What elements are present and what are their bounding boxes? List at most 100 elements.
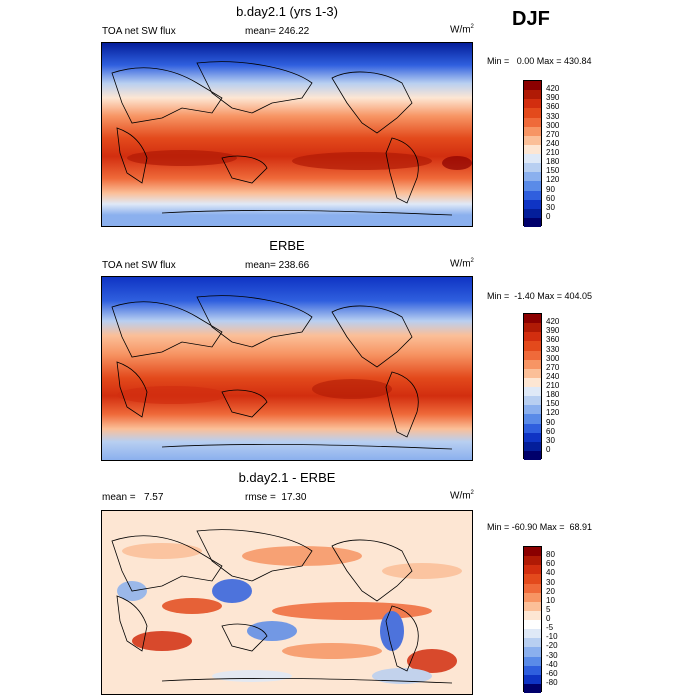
panel-1-minmax: Min = 0.00 Max = 430.84 [487,56,592,66]
season-label: DJF [512,8,550,30]
panel-2-minmax: Min = -1.40 Max = 404.05 [487,291,593,301]
colorbar-tick-label: 420 [546,317,560,327]
colorbar-swatch [524,359,541,369]
colorbar-tick-label: 120 [546,408,560,418]
colorbar-swatch [524,414,541,424]
colorbar-tick-label: -20 [546,641,558,651]
panel-3-map-graphic [102,511,472,694]
colorbar-tick-label: 60 [546,193,555,203]
colorbar-swatch [524,368,541,378]
panel-1-mean-label: mean= 246.22 [245,26,310,37]
colorbar-tick-label: 120 [546,175,560,185]
colorbar-tick-label: 40 [546,568,555,578]
colorbar-tick-label: 210 [546,148,560,157]
colorbar-tick-label: 60 [546,426,555,436]
colorbar-tick-label: -10 [546,632,558,642]
panel-1-map [101,42,473,227]
colorbar-swatch [524,99,541,109]
colorbar-tick-label: 90 [546,417,555,427]
colorbar-tick-label: 360 [546,102,560,112]
colorbar-swatch [524,117,541,127]
colorbar-swatch [524,656,541,666]
panel-2-mean-label: mean= 238.66 [245,260,310,271]
colorbar-tick-label: 0 [546,614,551,623]
panel-2-title: ERBE [269,238,305,253]
colorbar-swatch [524,314,541,324]
colorbar-swatch [524,574,541,584]
colorbar-swatch [524,423,541,433]
colorbar-tick-label: 390 [546,326,560,336]
colorbar-swatch [524,441,541,451]
colorbar-swatch [524,674,541,684]
colorbar-swatch [524,601,541,611]
colorbar-swatch [524,396,541,406]
colorbar-tick-label: -40 [546,659,558,669]
colorbar-swatch [524,432,541,442]
colorbar-tick-label: 300 [546,120,560,130]
colorbar-tick-label: 150 [546,399,560,409]
panel-3-map [101,510,473,695]
panel-3-colorbar [523,546,542,693]
colorbar-swatch [524,556,541,566]
colorbar-tick-label: 390 [546,93,560,103]
colorbar-tick-label: 30 [546,202,555,212]
colorbar-swatch [524,81,541,91]
colorbar-swatch [524,547,541,557]
panel-1-colorbar [523,80,542,227]
colorbar-swatch [524,629,541,639]
colorbar-tick-label: -5 [546,623,554,633]
colorbar-swatch [524,199,541,209]
colorbar-tick-label: 80 [546,550,555,560]
panel-3-mean-label: mean = 7.57 [102,492,164,503]
panel-1-map-graphic [102,43,472,226]
colorbar-tick-label: 240 [546,138,560,148]
panel-1-units: W/m2 [450,24,474,36]
colorbar-tick-label: 270 [546,129,560,139]
colorbar-swatch [524,126,541,136]
colorbar-tick-label: 0 [546,211,551,221]
colorbar-tick-label: 270 [546,362,560,372]
colorbar-swatch [524,190,541,200]
colorbar-swatch [524,154,541,164]
panel-1-title: b.day2.1 (yrs 1-3) [236,4,338,19]
colorbar-tick-label: 30 [546,577,555,587]
panel-3-title: b.day2.1 - ERBE [238,470,336,485]
colorbar-swatch [524,592,541,602]
colorbar-tick-label: -80 [546,677,558,687]
colorbar-tick-label: 300 [546,353,560,363]
colorbar-tick-label: 330 [546,111,560,121]
colorbar-swatch [524,450,541,460]
colorbar-tick-label: -60 [546,668,558,678]
colorbar-swatch [524,341,541,351]
panel-2-map-graphic [102,277,472,460]
panel-3-minmax: Min = -60.90 Max = 68.91 [487,522,593,532]
colorbar-tick-label: 330 [546,344,560,354]
colorbar-tick-label: 60 [546,559,555,569]
colorbar-swatch [524,583,541,593]
colorbar-swatch [524,208,541,218]
panel-3-units: W/m2 [450,490,474,502]
colorbar-tick-label: 180 [546,390,560,400]
colorbar-tick-label: 210 [546,381,560,390]
colorbar-swatch [524,405,541,415]
colorbar-tick-label: 180 [546,157,560,167]
colorbar-swatch [524,332,541,342]
colorbar-swatch [524,144,541,154]
colorbar-swatch [524,610,541,620]
colorbar-swatch [524,665,541,675]
colorbar-tick-label: 30 [546,435,555,445]
colorbar-tick-label: 360 [546,335,560,345]
colorbar-swatch [524,565,541,575]
colorbar-swatch [524,323,541,333]
panel-3-rmse-label: rmse = 17.30 [245,492,307,503]
colorbar-tick-label: 0 [546,444,551,454]
colorbar-swatch [524,135,541,145]
colorbar-swatch [524,377,541,387]
colorbar-swatch [524,163,541,173]
colorbar-tick-label: 420 [546,84,560,94]
panel-2-left-label: TOA net SW flux [102,260,176,271]
panel-1-left-label: TOA net SW flux [102,26,176,37]
colorbar-swatch [524,647,541,657]
panel-2-colorbar [523,313,542,460]
colorbar-tick-label: 20 [546,586,555,596]
